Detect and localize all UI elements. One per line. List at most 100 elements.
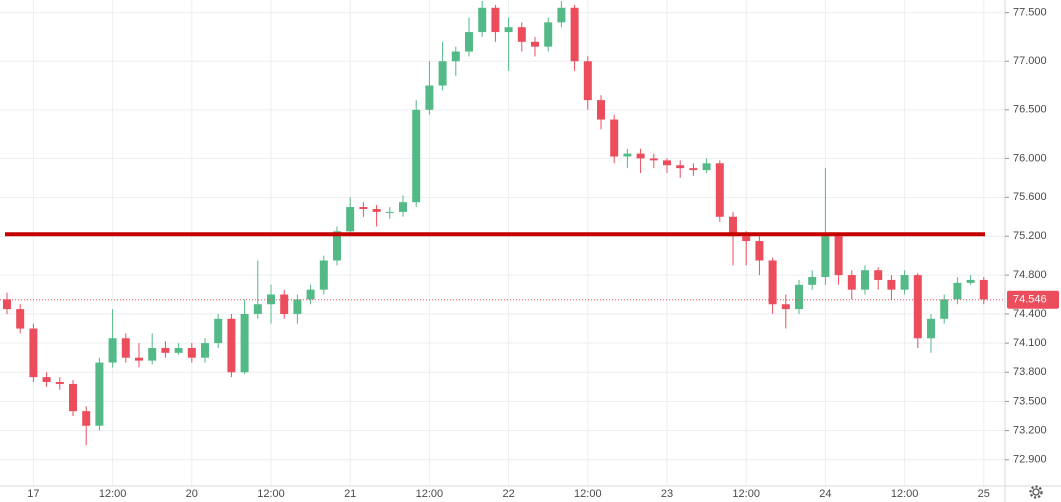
candle-body bbox=[187, 347, 196, 358]
candle-body bbox=[319, 260, 328, 290]
y-tick-label: 75.200 bbox=[1013, 230, 1047, 242]
candle-body bbox=[729, 216, 737, 237]
candle-body bbox=[399, 202, 407, 212]
candle-body bbox=[95, 362, 104, 426]
x-tick-label: 20 bbox=[186, 488, 198, 500]
candle-body bbox=[161, 347, 170, 353]
candle-body bbox=[425, 85, 434, 110]
candle-body bbox=[768, 260, 777, 305]
candle-body bbox=[583, 61, 592, 101]
candle-body bbox=[781, 304, 790, 310]
axes: 77.500 77.000 76.500 76.000 75.600 75.200 74.8… bbox=[27, 7, 1059, 500]
candle-body bbox=[742, 236, 751, 242]
candle-body bbox=[900, 275, 909, 290]
candle-body bbox=[82, 411, 91, 426]
candle-body bbox=[253, 304, 262, 314]
candle-body bbox=[69, 383, 77, 412]
candle-body bbox=[280, 294, 289, 314]
candle-body bbox=[465, 32, 473, 52]
candle-body bbox=[478, 7, 487, 33]
candle-body bbox=[953, 282, 962, 300]
candle-body bbox=[333, 231, 341, 261]
candle-body bbox=[385, 211, 394, 213]
candle-body bbox=[174, 347, 183, 353]
candle-body bbox=[821, 236, 830, 278]
candle-body bbox=[808, 277, 817, 285]
x-tick-label: 12:00 bbox=[257, 488, 285, 500]
candle-body bbox=[29, 328, 38, 378]
candle-body bbox=[359, 207, 368, 209]
candle-body bbox=[504, 27, 513, 33]
candle-body bbox=[623, 153, 632, 157]
x-tick-label: 17 bbox=[27, 488, 39, 500]
candle-body bbox=[438, 61, 447, 86]
y-tick-label: 74.100 bbox=[1013, 337, 1047, 349]
candle-body bbox=[649, 158, 658, 161]
candle-body bbox=[531, 41, 539, 47]
y-tick-label: 74.800 bbox=[1013, 269, 1047, 281]
plot bbox=[0, 0, 1005, 446]
candle-body bbox=[570, 7, 579, 62]
candle-body bbox=[121, 338, 130, 358]
y-tick-label: 73.500 bbox=[1013, 395, 1047, 407]
candle-body bbox=[544, 22, 553, 47]
y-tick-label: 73.200 bbox=[1013, 425, 1047, 437]
y-tick-label: 72.900 bbox=[1013, 454, 1047, 466]
candle-body bbox=[3, 299, 11, 310]
candle-body bbox=[715, 163, 724, 217]
candle-body bbox=[979, 279, 988, 300]
y-tick-label: 75.600 bbox=[1013, 191, 1047, 203]
candle-body bbox=[306, 289, 315, 300]
candle-body bbox=[227, 318, 236, 373]
candle-body bbox=[557, 7, 566, 23]
candle-body bbox=[372, 208, 381, 212]
candle-body bbox=[795, 284, 803, 310]
candle-body bbox=[517, 27, 526, 42]
candle-body bbox=[940, 299, 949, 319]
candle-body bbox=[913, 275, 922, 339]
settings-button[interactable] bbox=[1029, 485, 1043, 499]
y-tick-label: 77.500 bbox=[1013, 7, 1047, 19]
last-price-label: 74.546 bbox=[1013, 294, 1047, 306]
candle-body bbox=[148, 347, 157, 361]
candle-body bbox=[966, 279, 975, 283]
y-tick-label: 76.000 bbox=[1013, 152, 1047, 164]
candle-body bbox=[346, 207, 355, 232]
gear-teeth bbox=[1029, 485, 1043, 499]
candle-body bbox=[834, 236, 843, 276]
candle-body bbox=[874, 270, 883, 280]
x-tick-label: 22 bbox=[502, 488, 514, 500]
x-tick-label: 12:00 bbox=[99, 488, 127, 500]
x-tick-label: 25 bbox=[978, 488, 990, 500]
candle-body bbox=[676, 165, 685, 169]
x-tick-label: 12:00 bbox=[574, 488, 602, 500]
candle-body bbox=[55, 381, 64, 384]
y-tick-label: 73.800 bbox=[1013, 366, 1047, 378]
x-tick-label: 12:00 bbox=[891, 488, 919, 500]
candle-body bbox=[491, 7, 500, 33]
candle-body bbox=[214, 318, 223, 344]
candle-body bbox=[861, 270, 869, 290]
candle-body bbox=[240, 313, 249, 373]
candle-body bbox=[451, 51, 460, 62]
candle-body bbox=[597, 100, 605, 120]
candle-body bbox=[636, 153, 645, 159]
candle-body bbox=[663, 160, 671, 166]
candle-body bbox=[16, 309, 25, 329]
candle-body bbox=[927, 318, 935, 339]
candle-body bbox=[108, 338, 117, 363]
candle-body bbox=[887, 279, 896, 290]
candle-body bbox=[135, 357, 143, 361]
candle-body bbox=[42, 377, 51, 382]
x-tick-label: 23 bbox=[661, 488, 673, 500]
y-tick-label: 74.400 bbox=[1013, 308, 1047, 320]
x-tick-label: 12:00 bbox=[416, 488, 444, 500]
candle-body bbox=[201, 343, 209, 358]
last-price-badge bbox=[1007, 290, 1059, 309]
x-tick-label: 12:00 bbox=[732, 488, 760, 500]
candle-body bbox=[755, 241, 764, 261]
candle-body bbox=[412, 109, 421, 203]
y-tick-label: 76.500 bbox=[1013, 104, 1047, 116]
